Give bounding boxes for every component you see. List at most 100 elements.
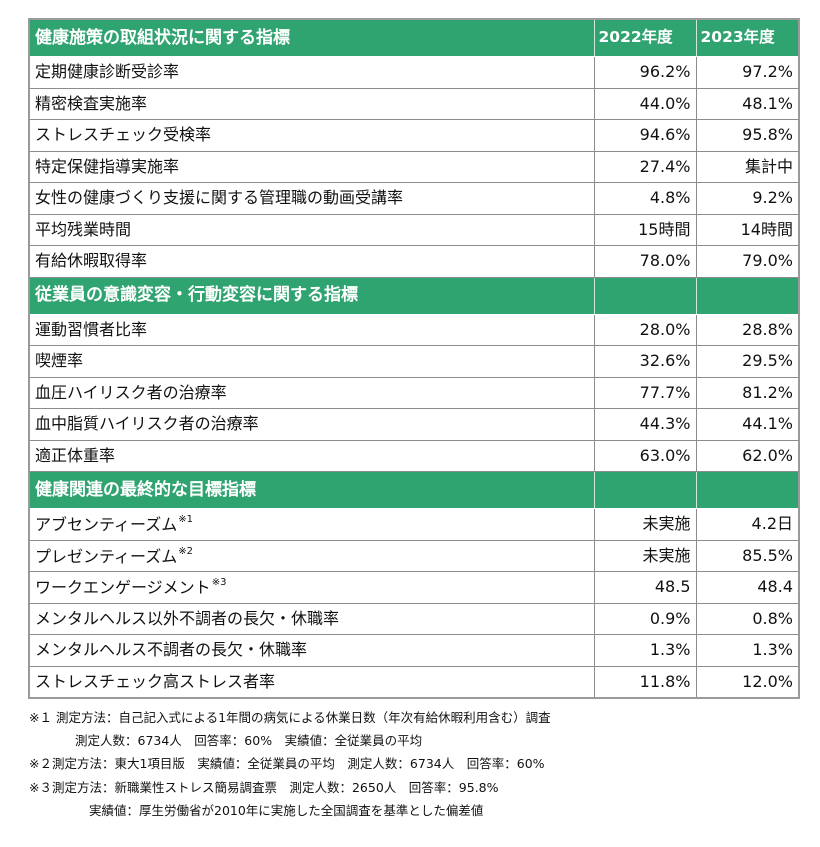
value-2023-cell: 95.8%: [695, 119, 800, 152]
indicator-label: 平均残業時間: [35, 219, 132, 239]
table-row: ストレスチェック高ストレス者率 11.8% 12.0%: [28, 665, 800, 699]
table-row: 運動習慣者比率 28.0% 28.8%: [28, 313, 800, 346]
indicator-label: ストレスチェック受検率: [35, 125, 212, 145]
value-2022-cell: 44.0%: [593, 87, 697, 120]
value-2022-cell: 4.8%: [593, 182, 697, 215]
value-2022-cell: 32.6%: [593, 345, 697, 378]
value-2022-cell: 94.6%: [593, 119, 697, 152]
value-2023-cell: 29.5%: [695, 345, 800, 378]
indicator-label: 有給休暇取得率: [35, 251, 148, 271]
year-header-2023: [695, 276, 800, 315]
indicator-cell: メンタルヘルス不調者の長欠・休職率: [28, 634, 595, 667]
value-2023-cell: 4.2日: [695, 508, 800, 541]
year-header-2023: [695, 471, 800, 509]
indicator-label: ストレスチェック高ストレス者率: [35, 671, 276, 691]
health-indicator-table: 健康施策の取組状況に関する指標 2022年度 2023年度定期健康診断受診率 96.2…: [28, 18, 800, 699]
table-row: 血中脂質ハイリスク者の治療率 44.3% 44.1%: [28, 408, 800, 441]
value-2023-cell: 85.5%: [695, 539, 800, 572]
footnote-line: ※２測定方法：東大1項目版 実績値：全従業員の平均 測定人数：6734人 回答率…: [29, 756, 545, 772]
indicator-cell: 女性の健康づくり支援に関する管理職の動画受講率: [28, 182, 595, 215]
indicator-cell: 定期健康診断受診率: [28, 56, 595, 89]
indicator-label: 特定保健指導実施率: [35, 156, 180, 176]
value-2023-cell: 48.4: [695, 571, 800, 604]
table-row: プレゼンティーズム※2 未実施 85.5%: [28, 539, 800, 572]
table-row: 血圧ハイリスク者の治療率 77.7% 81.2%: [28, 376, 800, 409]
footnote-line: ※１ 測定方法：自己記入式による1年間の病気による休業日数（年次有給休暇利用含む…: [29, 710, 551, 725]
indicator-label: 女性の健康づくり支援に関する管理職の動画受講率: [35, 188, 404, 208]
value-2022-cell: 48.5: [593, 571, 697, 604]
table-row: ストレスチェック受検率 94.6% 95.8%: [28, 119, 800, 152]
value-2023-cell: 97.2%: [695, 56, 800, 89]
indicator-cell: 特定保健指導実施率: [28, 150, 595, 183]
value-2022-cell: 27.4%: [593, 150, 697, 183]
section-header: 健康施策の取組状況に関する指標 2022年度 2023年度: [28, 18, 800, 57]
footnote-marker: ※3: [211, 577, 227, 589]
indicator-label: 血中脂質ハイリスク者の治療率: [35, 414, 259, 434]
table-row: 喫煙率 32.6% 29.5%: [28, 345, 800, 378]
section-title: 健康関連の最終的な目標指標: [28, 471, 595, 509]
indicator-label: プレゼンティーズム: [35, 546, 178, 566]
section-header: 健康関連の最終的な目標指標: [28, 471, 800, 509]
value-2022-cell: 78.0%: [593, 245, 697, 278]
indicator-label: ワークエンゲージメント: [35, 578, 211, 598]
table-row: メンタルヘルス以外不調者の長欠・休職率 0.9% 0.8%: [28, 602, 800, 635]
indicator-cell: 血圧ハイリスク者の治療率: [28, 376, 595, 409]
indicator-label: 適正体重率: [35, 445, 116, 465]
value-2023-cell: 0.8%: [695, 602, 800, 635]
indicator-label: メンタルヘルス以外不調者の長欠・休職率: [35, 608, 340, 628]
indicator-cell: 有給休暇取得率: [28, 245, 595, 278]
year-header-2022: 2022年度: [593, 18, 697, 57]
footnote-marker: ※1: [178, 514, 193, 526]
value-2022-cell: 0.9%: [593, 602, 697, 635]
value-2022-cell: 44.3%: [593, 408, 697, 441]
health-indicator-table-container: 健康施策の取組状況に関する指標 2022年度 2023年度定期健康診断受診率 96.2…: [28, 18, 800, 699]
value-2023-cell: 48.1%: [695, 87, 800, 120]
table-row: 有給休暇取得率 78.0% 79.0%: [28, 245, 800, 278]
value-2023-cell: 44.1%: [695, 408, 800, 441]
value-2022-cell: 未実施: [593, 539, 697, 572]
indicator-cell: 血中脂質ハイリスク者の治療率: [28, 408, 595, 441]
value-2023-cell: 81.2%: [695, 376, 800, 409]
value-2022-cell: 11.8%: [593, 665, 697, 699]
indicator-cell: ストレスチェック高ストレス者率: [28, 665, 595, 699]
value-2022-cell: 77.7%: [593, 376, 697, 409]
value-2023-cell: 14時間: [695, 213, 800, 246]
value-2023-cell: 集計中: [695, 150, 800, 183]
table-row: ワークエンゲージメント※3 48.5 48.4: [28, 571, 800, 604]
value-2022-cell: 1.3%: [593, 634, 697, 667]
section-header: 従業員の意識変容・行動変容に関する指標: [28, 276, 800, 315]
year-header-2022: [593, 471, 697, 509]
section-title: 健康施策の取組状況に関する指標: [28, 18, 595, 57]
table-row: 特定保健指導実施率 27.4% 集計中: [28, 150, 800, 183]
indicator-label: 血圧ハイリスク者の治療率: [35, 382, 227, 402]
indicator-cell: アブセンティーズム※1: [28, 508, 595, 541]
footnote-line: 測定人数：6734人 回答率：60% 実績値：全従業員の平均: [75, 733, 423, 749]
value-2023-cell: 12.0%: [695, 665, 800, 699]
table-row: 平均残業時間 15時間 14時間: [28, 213, 800, 246]
table-row: メンタルヘルス不調者の長欠・休職率 1.3% 1.3%: [28, 634, 800, 667]
indicator-label: 精密検査実施率: [35, 93, 148, 113]
indicator-label: メンタルヘルス不調者の長欠・休職率: [35, 640, 308, 660]
table-row: 女性の健康づくり支援に関する管理職の動画受講率 4.8% 9.2%: [28, 182, 800, 215]
footnote-marker: ※2: [178, 545, 193, 557]
value-2022-cell: 15時間: [593, 213, 697, 246]
value-2022-cell: 96.2%: [593, 56, 697, 89]
year-header-2023: 2023年度: [695, 18, 800, 57]
table-row: 定期健康診断受診率 96.2% 97.2%: [28, 56, 800, 89]
table-row: 精密検査実施率 44.0% 48.1%: [28, 87, 800, 120]
indicator-cell: プレゼンティーズム※2: [28, 539, 595, 572]
footnotes: ※１ 測定方法：自己記入式による1年間の病気による休業日数（年次有給休暇利用含む…: [29, 706, 551, 822]
indicator-label: 喫煙率: [35, 351, 84, 371]
indicator-label: 運動習慣者比率: [35, 319, 148, 339]
indicator-cell: ストレスチェック受検率: [28, 119, 595, 152]
value-2023-cell: 9.2%: [695, 182, 800, 215]
year-header-2022: [593, 276, 697, 315]
indicator-cell: 適正体重率: [28, 439, 595, 472]
value-2023-cell: 62.0%: [695, 439, 800, 472]
value-2023-cell: 28.8%: [695, 313, 800, 346]
indicator-label: 定期健康診断受診率: [35, 62, 180, 82]
indicator-cell: 精密検査実施率: [28, 87, 595, 120]
value-2023-cell: 79.0%: [695, 245, 800, 278]
value-2023-cell: 1.3%: [695, 634, 800, 667]
value-2022-cell: 63.0%: [593, 439, 697, 472]
